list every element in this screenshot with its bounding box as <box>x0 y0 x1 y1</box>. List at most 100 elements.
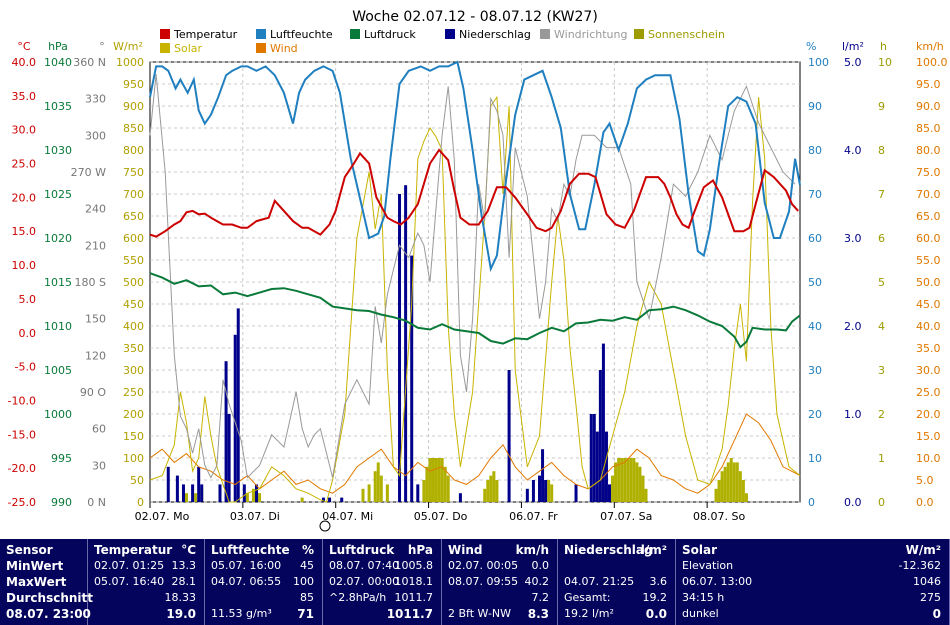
bars <box>166 185 748 502</box>
stats-header-unit: % <box>301 543 314 557</box>
axis-tick-solar: 400 <box>123 320 144 333</box>
axis-tick-solar: 950 <box>123 78 144 91</box>
rain-bar <box>507 370 511 502</box>
stats-row-value: 28.1 <box>171 575 197 588</box>
axis-tick-temp: -20.0 <box>8 462 36 475</box>
stats-row: 19.0 <box>88 607 204 623</box>
axis-tick-solar: 450 <box>123 298 144 311</box>
stats-row: Elevation -12.362 <box>676 559 949 575</box>
sunshine-bar <box>361 488 365 502</box>
axis-tick-temp: -10.0 <box>8 394 36 407</box>
pressure-line <box>149 272 801 349</box>
stats-header-label: Sensor <box>6 543 53 557</box>
rain-bar <box>410 255 414 502</box>
axis-unit-rain: l/m² <box>842 40 864 53</box>
sunshine-bar <box>385 484 389 502</box>
x-label: 06.07. Fr <box>509 510 558 523</box>
stats-row-value: 275 <box>920 591 941 604</box>
axis-tick-solar: 0 <box>137 496 144 509</box>
rain-bar <box>574 484 578 502</box>
sunshine-bar <box>300 497 304 502</box>
sunshine-bar <box>626 458 630 502</box>
rain-bar <box>458 493 462 502</box>
axis-tick-sunshine: 2 <box>878 408 885 421</box>
rain-bar <box>398 194 402 502</box>
sunshine-bar <box>644 488 648 502</box>
sunshine-bar <box>422 480 426 502</box>
sunshine-bar <box>428 458 432 502</box>
stats-row-label: Durchschnitt <box>6 591 94 605</box>
stats-row-time: 08.07. 09:55 <box>448 575 519 588</box>
axis-tick-winddir: 270 W <box>71 166 106 179</box>
sunshine-bar <box>379 475 383 502</box>
axis-tick-solar: 150 <box>123 430 144 443</box>
stats-row-time: 06.07. 13:00 <box>682 575 753 588</box>
axis-tick-humidity: 40 <box>808 320 822 333</box>
stats-header-unit: °C <box>181 543 196 557</box>
axis-tick-solar: 800 <box>123 144 144 157</box>
sunshine-bar <box>446 475 450 502</box>
stats-row-time: ^2.8hPa/h <box>329 591 387 604</box>
axis-unit-pressure: hPa <box>48 40 68 53</box>
rain-bar <box>598 370 602 502</box>
axis-tick-solar: 850 <box>123 122 144 135</box>
axis-tick-pressure: 1030 <box>44 144 72 157</box>
sunshine-bar <box>194 493 198 502</box>
stats-row-value: 45 <box>300 559 314 572</box>
axis-tick-solar: 600 <box>123 232 144 245</box>
legend-swatch-7 <box>256 43 266 53</box>
axis-tick-humidity: 30 <box>808 364 822 377</box>
stats-row: Durchschnitt <box>0 591 93 607</box>
axis-tick-solar: 250 <box>123 386 144 399</box>
scroll-handle[interactable] <box>319 520 331 532</box>
sunshine-bar <box>738 471 742 502</box>
axis-tick-pressure: 1040 <box>44 56 72 69</box>
humidity-line <box>149 60 801 273</box>
sunshine-bar <box>434 458 438 502</box>
axis-tick-sunshine: 1 <box>878 452 885 465</box>
axis-tick-solar: 650 <box>123 210 144 223</box>
stats-row: 2 Bft W-NW 8.3 <box>442 607 557 623</box>
axis-tick-humidity: 80 <box>808 144 822 157</box>
stats-row: dunkel 0 <box>676 607 949 623</box>
axis-tick-pressure: 1020 <box>44 232 72 245</box>
solar-line <box>149 95 801 503</box>
sunshine-bar <box>258 493 262 502</box>
stats-row: 06.07. 13:00 1046 <box>676 575 949 591</box>
legend-swatch-2 <box>350 29 360 39</box>
stats-row-time: dunkel <box>682 607 719 620</box>
stats-header-label: Temperatur <box>94 543 173 557</box>
axis-tick-temp: 35.0 <box>12 90 37 103</box>
axis-tick-sunshine: 4 <box>878 320 885 333</box>
legend-swatch-6 <box>160 43 170 53</box>
sunshine-bar <box>617 458 621 502</box>
stats-header: Niederschlag l/m² <box>558 543 675 559</box>
stats-row-time: 05.07. 16:00 <box>211 559 282 572</box>
axis-tick-winddir: 30 <box>92 459 106 472</box>
rain-bar <box>255 484 259 502</box>
sunshine-bar <box>437 458 441 502</box>
x-label: 07.07. Sa <box>600 510 652 523</box>
stats-row-value: 1018.1 <box>394 575 434 588</box>
axis-tick-temp: 40.0 <box>12 56 37 69</box>
sunshine-bar <box>611 475 615 502</box>
axis-tick-rain: 2.0 <box>844 320 862 333</box>
stats-row-value: 1011.7 <box>386 607 433 621</box>
sunshine-bar <box>714 488 718 502</box>
axis-tick-wind: 10.0 <box>916 452 941 465</box>
axis-tick-humidity: 70 <box>808 188 822 201</box>
legend-label-6: Solar <box>174 42 203 55</box>
axis-tick-humidity: 100 <box>808 56 829 69</box>
stats-row-value: 13.3 <box>171 559 197 572</box>
axis-tick-pressure: 1025 <box>44 188 72 201</box>
stats-col-1: Temperatur °C 02.07. 01:25 13.3 05.07. 16:40… <box>88 539 205 625</box>
axis-tick-rain: 1.0 <box>844 408 862 421</box>
sunshine-bar <box>726 462 730 502</box>
stats-col-4: Wind km/h 02.07. 00:05 0.0 08.07. 09:55 40.2 7… <box>442 539 558 625</box>
axis-tick-pressure: 990 <box>51 496 72 509</box>
axis-tick-humidity: 60 <box>808 232 822 245</box>
sunshine-bar <box>547 480 551 502</box>
stats-row: 19.2 l/m² 0.0 <box>558 607 675 623</box>
rain-bar <box>328 497 332 502</box>
rain-bar <box>233 334 237 502</box>
